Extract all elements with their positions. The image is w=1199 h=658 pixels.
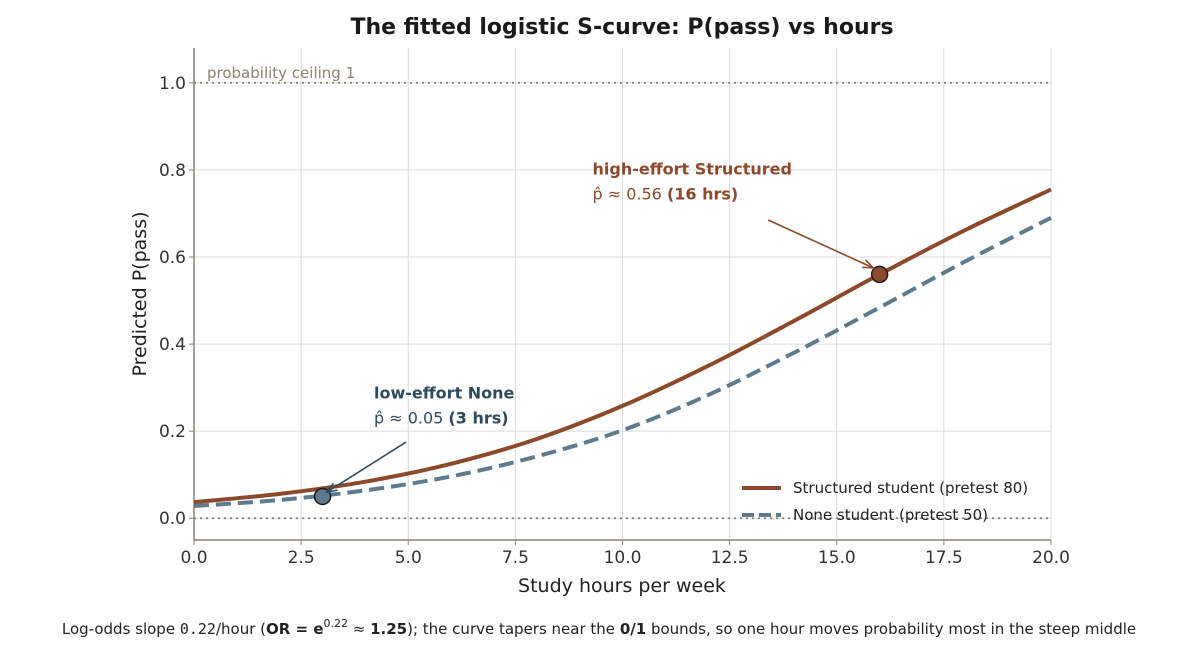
annotation-title: high-effort Structured <box>593 159 792 178</box>
y-tick-label: 0.6 <box>159 248 186 268</box>
caption-approx: ≈ <box>348 620 370 638</box>
y-axis-label: Predicted P(pass) <box>129 211 151 376</box>
annotation-arrow-head <box>862 259 876 269</box>
legend-label: Structured student (pretest 80) <box>793 479 1028 497</box>
y-tick-label: 0.2 <box>159 422 186 442</box>
x-tick-label: 2.5 <box>288 548 315 568</box>
y-tick-label: 0.8 <box>159 161 186 181</box>
x-axis-label: Study hours per week <box>518 575 726 597</box>
y-tick-label: 0.4 <box>159 335 186 355</box>
x-tick-label: 20.0 <box>1032 548 1070 568</box>
annotation-arrow-head <box>325 482 338 494</box>
series-group <box>193 187 1052 509</box>
x-tick-label: 15.0 <box>818 548 856 568</box>
caption-bounds: 0/1 <box>620 620 646 638</box>
x-tick-label: 0.0 <box>180 548 207 568</box>
legend-label: None student (pretest 50) <box>793 506 988 524</box>
series-none-line <box>193 216 1052 509</box>
x-tick-label: 5.0 <box>395 548 422 568</box>
reference-line-label: probability ceiling 1 <box>207 64 355 82</box>
annotation-arrow-line <box>767 219 874 269</box>
annotation-value: p̂ ≈ 0.05 (3 hrs) <box>374 408 509 427</box>
annotation-title: low-effort None <box>374 383 515 402</box>
series-structured-line <box>193 187 1052 505</box>
reference-lines: probability ceiling 1 <box>194 64 1051 520</box>
caption: Log-odds slope 0.22/hour (OR = e0.22 ≈ 1… <box>62 617 1136 638</box>
y-tick-label: 0.0 <box>159 509 186 529</box>
x-tick-label: 12.5 <box>711 548 749 568</box>
structured-highlight-point <box>870 265 889 284</box>
x-tick-label: 10.0 <box>604 548 642 568</box>
annotation-phat: p̂ ≈ 0.56 <box>593 184 667 203</box>
legend: Structured student (pretest 80) None stud… <box>742 479 1028 524</box>
grid <box>193 48 1052 540</box>
caption-pre: Log-odds slope <box>62 620 180 638</box>
caption-mid: /hour ( <box>216 620 266 638</box>
annotation-value: p̂ ≈ 0.56 (16 hrs) <box>593 184 739 203</box>
y-tick-label: 1.0 <box>159 74 186 94</box>
caption-or-exponent: 0.22 <box>324 617 349 630</box>
x-tick-label: 7.5 <box>502 548 529 568</box>
annotation-phat: p̂ ≈ 0.05 <box>374 408 448 427</box>
annotations: high-effort Structured p̂ ≈ 0.56 (16 hrs)… <box>325 159 876 494</box>
annotation-hours: (16 hrs) <box>667 184 738 203</box>
caption-or-label: OR = e <box>266 620 324 638</box>
caption-slope: 0.22 <box>180 620 216 638</box>
caption-tail: bounds, so one hour moves probability mo… <box>646 620 1136 638</box>
chart-title: The fitted logistic S-curve: P(pass) vs … <box>350 15 893 40</box>
caption-post: ); the curve tapers near the <box>407 620 620 638</box>
x-tick-label: 17.5 <box>925 548 963 568</box>
annotation-arrow-line <box>326 441 407 493</box>
axes: 0.0 2.5 5.0 7.5 10.0 12.5 15.0 17.5 20.0 0.0 0.2 0.… <box>159 48 1070 568</box>
caption-or-value: 1.25 <box>370 620 407 638</box>
annotation-hours: (3 hrs) <box>448 408 508 427</box>
